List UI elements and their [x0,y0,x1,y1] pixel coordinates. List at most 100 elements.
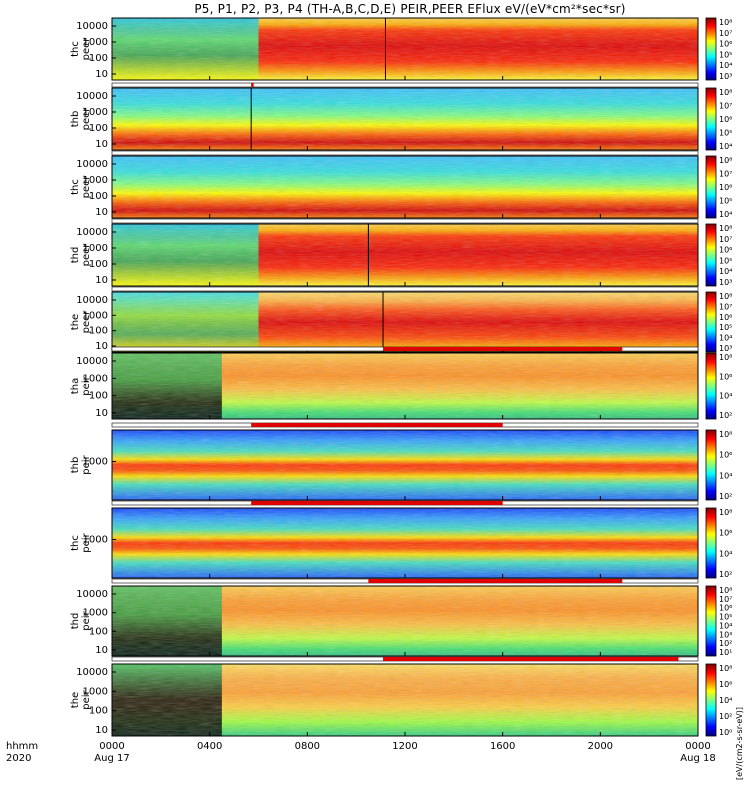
x-tick-sublabel: Aug 18 [680,753,715,764]
colorbar [705,17,717,81]
y-axis-label-species: peer [81,175,92,199]
colorbar-tick-label: 10⁴ [719,334,732,343]
colorbar-tick-label: 10⁷ [719,29,732,38]
colorbar-tick-label: 10⁸ [719,292,732,301]
y-tick-label: 100 [89,123,108,134]
y-tick-label: 10000 [76,159,108,170]
y-tick-label: 1000 [83,37,108,48]
colorbar [705,663,717,737]
colorbar-tick-label: 10⁶ [719,115,732,124]
colorbar-tick-label: 10¹ [719,648,732,657]
colorbar-tick-label: 10⁶ [719,246,732,255]
y-tick-label: 1000 [83,175,108,186]
colorbar-tick-label: 10⁵ [719,129,732,138]
colorbar-tick-label: 10⁷ [719,235,732,244]
x-tick-label: 0800 [295,741,320,752]
y-tick-label: 10000 [76,589,108,600]
y-axis-label-species: peir [81,689,92,709]
colorbar-tick-label: 10⁸ [719,224,732,233]
colorbar-tick-label: 10² [719,712,732,721]
y-tick-label: 100 [89,53,108,64]
y-tick-label: 10000 [76,91,108,102]
y-tick-label: 100 [89,706,108,717]
y-tick-label: 10 [95,725,108,736]
texture [112,292,698,352]
y-axis-label-probe: thb [70,457,81,474]
colorbar-tick-label: 10⁷ [719,170,732,179]
y-axis-label-probe: tha [70,378,81,394]
colorbar-tick-label: 10⁸ [719,156,732,165]
y-axis-label-probe: thb [70,111,81,128]
colorbar-tick-label: 10⁴ [719,471,732,480]
y-tick-label: 1000 [83,608,108,619]
colorbar-tick-label: 10⁸ [719,664,732,673]
y-axis-label-species: peer [81,310,92,334]
colorbar-tick-label: 10⁶ [719,372,732,381]
colorbar-tick-label: 10⁴ [719,267,732,276]
colorbar-tick-label: 10⁵ [719,323,732,332]
colorbar-tick-label: 10⁶ [719,529,732,538]
texture [112,224,698,286]
texture [112,508,698,578]
panel-thb-peer: 10000 1000 100 10 thb peer 10⁸ 10⁷ 10⁶ 10⁵ 10⁴ [70,82,732,151]
colorbar-tick-label: 10³ [719,278,732,287]
y-tick-label: 1000 [83,686,108,697]
y-tick-label: 100 [89,259,108,270]
y-axis-label-probe: the [70,692,81,708]
y-axis-label-probe: thd [70,613,81,630]
colorbar-tick-label: 10⁷ [719,595,732,604]
colorbar-tick-label: 10⁴ [719,621,732,630]
colorbar-tick-label: 10⁷ [719,102,732,111]
colorbar-tick-label: 10⁷ [719,302,732,311]
colorbar-tick-label: 10⁴ [719,696,732,705]
panel-thc-peer: 10000 1000 100 10 thc peer 10⁸ 10⁷ 10⁶ 10⁵ 10⁴ [70,150,732,219]
y-tick-label: 1000 [83,107,108,118]
colorbar [705,291,717,353]
colorbar [705,507,717,579]
y-tick-label: 1000 [83,457,108,468]
y-tick-label: 100 [89,191,108,202]
colorbar [705,429,717,501]
y-tick-label: 10 [95,139,108,150]
y-tick-label: 10 [95,341,108,352]
texture [112,430,698,500]
y-tick-label: 10 [95,275,108,286]
colorbar [705,155,717,219]
mode-strip [111,218,699,224]
x-tick-label: 0400 [197,741,222,752]
y-tick-label: 10000 [76,21,108,32]
texture [112,18,698,80]
colorbar-tick-label: 10⁸ [719,430,732,439]
colorbar-tick-label: 10⁶ [719,680,732,689]
y-axis-label-probe: the [70,314,81,330]
colorbar-tick-label: 10⁸ [719,586,732,595]
y-tick-label: 10 [95,645,108,656]
x-tick-label: 1200 [392,741,417,752]
colorbar-tick-label: 10⁴ [719,61,732,70]
x-tick-label: 1600 [490,741,515,752]
y-tick-label: 10 [95,69,108,80]
mode-strip [111,286,699,292]
y-tick-label: 10000 [76,667,108,678]
y-tick-label: 1000 [83,373,108,384]
y-axis-label-species: peer [81,243,92,267]
colorbar [705,223,717,287]
y-axis-label-species: peir [81,454,92,474]
colorbar-tick-label: 10² [719,492,732,501]
colorbar-tick-label: 10⁶ [719,40,732,49]
texture [112,353,698,419]
colorbar-tick-label: 10⁶ [719,451,732,460]
colorbar-tick-label: 10⁵ [719,256,732,265]
colorbar-tick-label: 10² [719,639,732,648]
y-tick-label: 10 [95,408,108,419]
colorbar-tick-label: 10⁸ [719,508,732,517]
colorbar-tick-label: 10² [719,570,732,579]
y-axis-label-species: peir [81,375,92,395]
mode-strip-segment [383,347,623,351]
colorbar-label: [eV/(cm2-s-sr-eV)] [735,707,744,780]
